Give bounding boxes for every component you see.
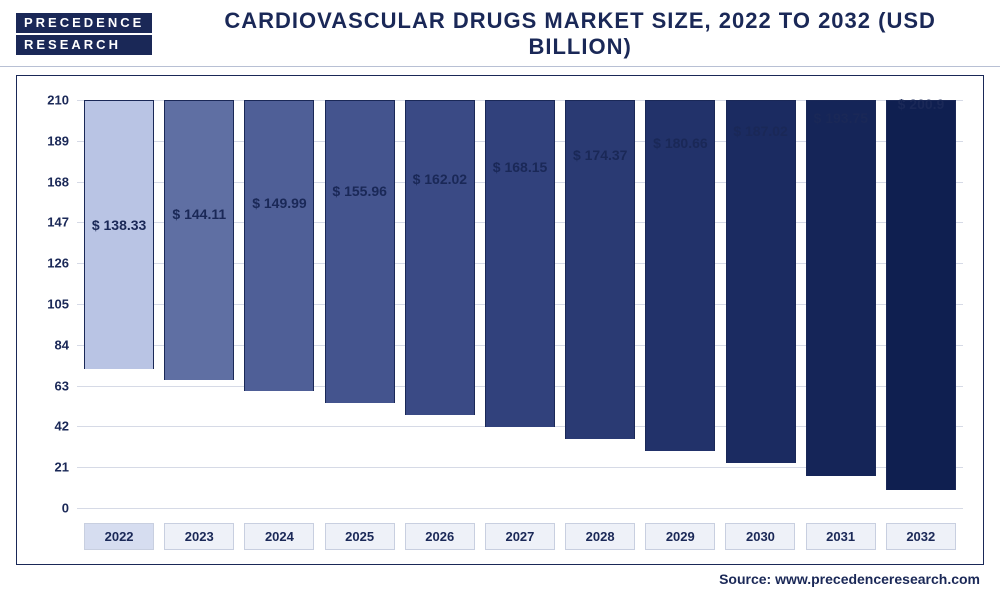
y-tick-label: 168	[29, 174, 69, 189]
bar-wrap: $ 149.99	[243, 100, 315, 508]
gridline	[77, 508, 963, 509]
bar-wrap: $ 162.02	[404, 100, 476, 508]
bar-wrap: $ 144.11	[163, 100, 235, 508]
brand-logo: PRECEDENCE RESEARCH	[16, 13, 152, 56]
x-tick-label: 2031	[806, 523, 876, 550]
bar	[84, 100, 154, 369]
y-tick-label: 63	[29, 378, 69, 393]
bar-value-label: $ 193.75	[814, 110, 869, 126]
x-tick-label: 2028	[565, 523, 635, 550]
bar-value-label: $ 162.02	[413, 171, 468, 187]
y-tick-label: 42	[29, 419, 69, 434]
y-tick-label: 147	[29, 215, 69, 230]
header-divider	[0, 66, 1000, 67]
x-tick-label: 2032	[886, 523, 956, 550]
y-tick-label: 0	[29, 501, 69, 516]
bar-wrap: $ 138.33	[83, 100, 155, 508]
source-attribution: Source: www.precedenceresearch.com	[0, 569, 1000, 587]
x-tick-label: 2025	[325, 523, 395, 550]
bar	[645, 100, 715, 451]
bar-wrap: $ 200.9	[885, 100, 957, 508]
bar	[886, 100, 956, 490]
plot-area: 021426384105126147168189210 $ 138.33$ 14…	[77, 100, 963, 508]
bar-wrap: $ 155.96	[324, 100, 396, 508]
logo-line-2: RESEARCH	[16, 35, 152, 55]
bar	[325, 100, 395, 403]
bar-value-label: $ 187.02	[733, 123, 788, 139]
bar-value-label: $ 200.9	[898, 96, 945, 112]
logo-line-1: PRECEDENCE	[16, 13, 152, 33]
bar	[244, 100, 314, 391]
bar	[726, 100, 796, 463]
bar-value-label: $ 138.33	[92, 217, 147, 233]
x-tick-label: 2030	[725, 523, 795, 550]
chart-frame: 0 21 42 63 84 105 126 147 168 189 210 $ 138.33 $ 14…	[16, 75, 984, 565]
bar-value-label: $ 155.96	[332, 183, 387, 199]
bar-value-label: $ 144.11	[172, 206, 226, 222]
bar-value-label: $ 180.66	[653, 135, 708, 151]
bar	[164, 100, 234, 380]
x-tick-label: 2024	[244, 523, 314, 550]
bar-wrap: $ 174.37	[564, 100, 636, 508]
y-tick-label: 21	[29, 460, 69, 475]
y-tick-label: 84	[29, 337, 69, 352]
y-tick-label: 189	[29, 133, 69, 148]
bar-value-label: $ 149.99	[252, 195, 307, 211]
x-tick-label: 2029	[645, 523, 715, 550]
bar	[405, 100, 475, 415]
bar	[806, 100, 876, 476]
bar-wrap: $ 180.66	[644, 100, 716, 508]
bar-wrap: $ 168.15	[484, 100, 556, 508]
x-tick-label: 2022	[84, 523, 154, 550]
x-tick-label: 2023	[164, 523, 234, 550]
bar-value-label: $ 174.37	[573, 147, 628, 163]
bar-wrap: $ 193.75	[805, 100, 877, 508]
bars-container: $ 138.33 $ 144.11 $ 149.99 $ 155.96 $ 162.02…	[77, 100, 963, 508]
chart-title: CARDIOVASCULAR DRUGS MARKET SIZE, 2022 T…	[176, 8, 984, 60]
y-tick-label: 105	[29, 297, 69, 312]
header: PRECEDENCE RESEARCH CARDIOVASCULAR DRUGS…	[0, 0, 1000, 66]
y-tick-label: 126	[29, 256, 69, 271]
x-tick-label: 2026	[405, 523, 475, 550]
bar-value-label: $ 168.15	[493, 159, 548, 175]
x-tick-label: 2027	[485, 523, 555, 550]
bar	[485, 100, 555, 427]
x-axis: 2022 2023 2024 2025 2026 2027 2028 2029 2030 2031…	[77, 523, 963, 550]
bar-wrap: $ 187.02	[725, 100, 797, 508]
y-tick-label: 210	[29, 93, 69, 108]
